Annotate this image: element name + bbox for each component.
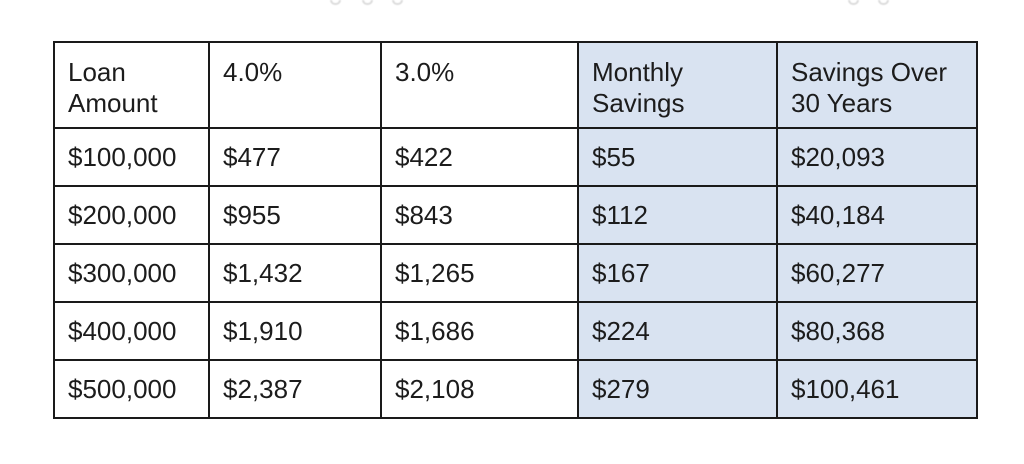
cell-loan-amount: $200,000 xyxy=(53,185,210,245)
cell-savings-30-years: $40,184 xyxy=(776,185,978,245)
header-cell-rate-4-0: 4.0% xyxy=(208,41,382,129)
cell-savings-30-years: $100,461 xyxy=(776,359,978,419)
cell-payment-3-0: $422 xyxy=(380,127,579,187)
cell-monthly-savings: $167 xyxy=(577,243,778,303)
cell-payment-3-0: $1,686 xyxy=(380,301,579,361)
cell-payment-3-0: $2,108 xyxy=(380,359,579,419)
table-row: $400,000 $1,910 $1,686 $224 $80,368 xyxy=(53,301,978,361)
cell-loan-amount: $500,000 xyxy=(53,359,210,419)
header-cell-savings-30-years: Savings Over 30 Years xyxy=(776,41,978,129)
cell-loan-amount: $400,000 xyxy=(53,301,210,361)
cell-payment-4-0: $1,432 xyxy=(208,243,382,303)
cell-monthly-savings: $279 xyxy=(577,359,778,419)
cell-monthly-savings: $112 xyxy=(577,185,778,245)
cell-payment-4-0: $477 xyxy=(208,127,382,187)
cropped-text-artifact xyxy=(848,0,859,5)
cell-payment-4-0: $1,910 xyxy=(208,301,382,361)
cell-savings-30-years: $60,277 xyxy=(776,243,978,303)
cell-payment-4-0: $2,387 xyxy=(208,359,382,419)
table-row: $300,000 $1,432 $1,265 $167 $60,277 xyxy=(53,243,978,303)
header-cell-monthly-savings: Monthly Savings xyxy=(577,41,778,129)
loan-savings-table: Loan Amount 4.0% 3.0% Monthly Savings Sa… xyxy=(53,41,978,419)
cell-monthly-savings: $55 xyxy=(577,127,778,187)
cell-loan-amount: $100,000 xyxy=(53,127,210,187)
header-row: Loan Amount 4.0% 3.0% Monthly Savings Sa… xyxy=(53,41,978,129)
cell-monthly-savings: $224 xyxy=(577,301,778,361)
header-cell-rate-3-0: 3.0% xyxy=(380,41,579,129)
cell-payment-4-0: $955 xyxy=(208,185,382,245)
cropped-text-artifact xyxy=(362,0,373,5)
table-row: $100,000 $477 $422 $55 $20,093 xyxy=(53,127,978,187)
cell-loan-amount: $300,000 xyxy=(53,243,210,303)
cell-savings-30-years: $80,368 xyxy=(776,301,978,361)
cropped-text-artifact xyxy=(392,0,403,5)
cropped-text-artifact xyxy=(330,0,341,5)
cell-payment-3-0: $1,265 xyxy=(380,243,579,303)
table-row: $500,000 $2,387 $2,108 $279 $100,461 xyxy=(53,359,978,419)
header-cell-loan-amount: Loan Amount xyxy=(53,41,210,129)
cropped-text-artifact xyxy=(878,0,889,5)
cell-savings-30-years: $20,093 xyxy=(776,127,978,187)
table-row: $200,000 $955 $843 $112 $40,184 xyxy=(53,185,978,245)
cell-payment-3-0: $843 xyxy=(380,185,579,245)
